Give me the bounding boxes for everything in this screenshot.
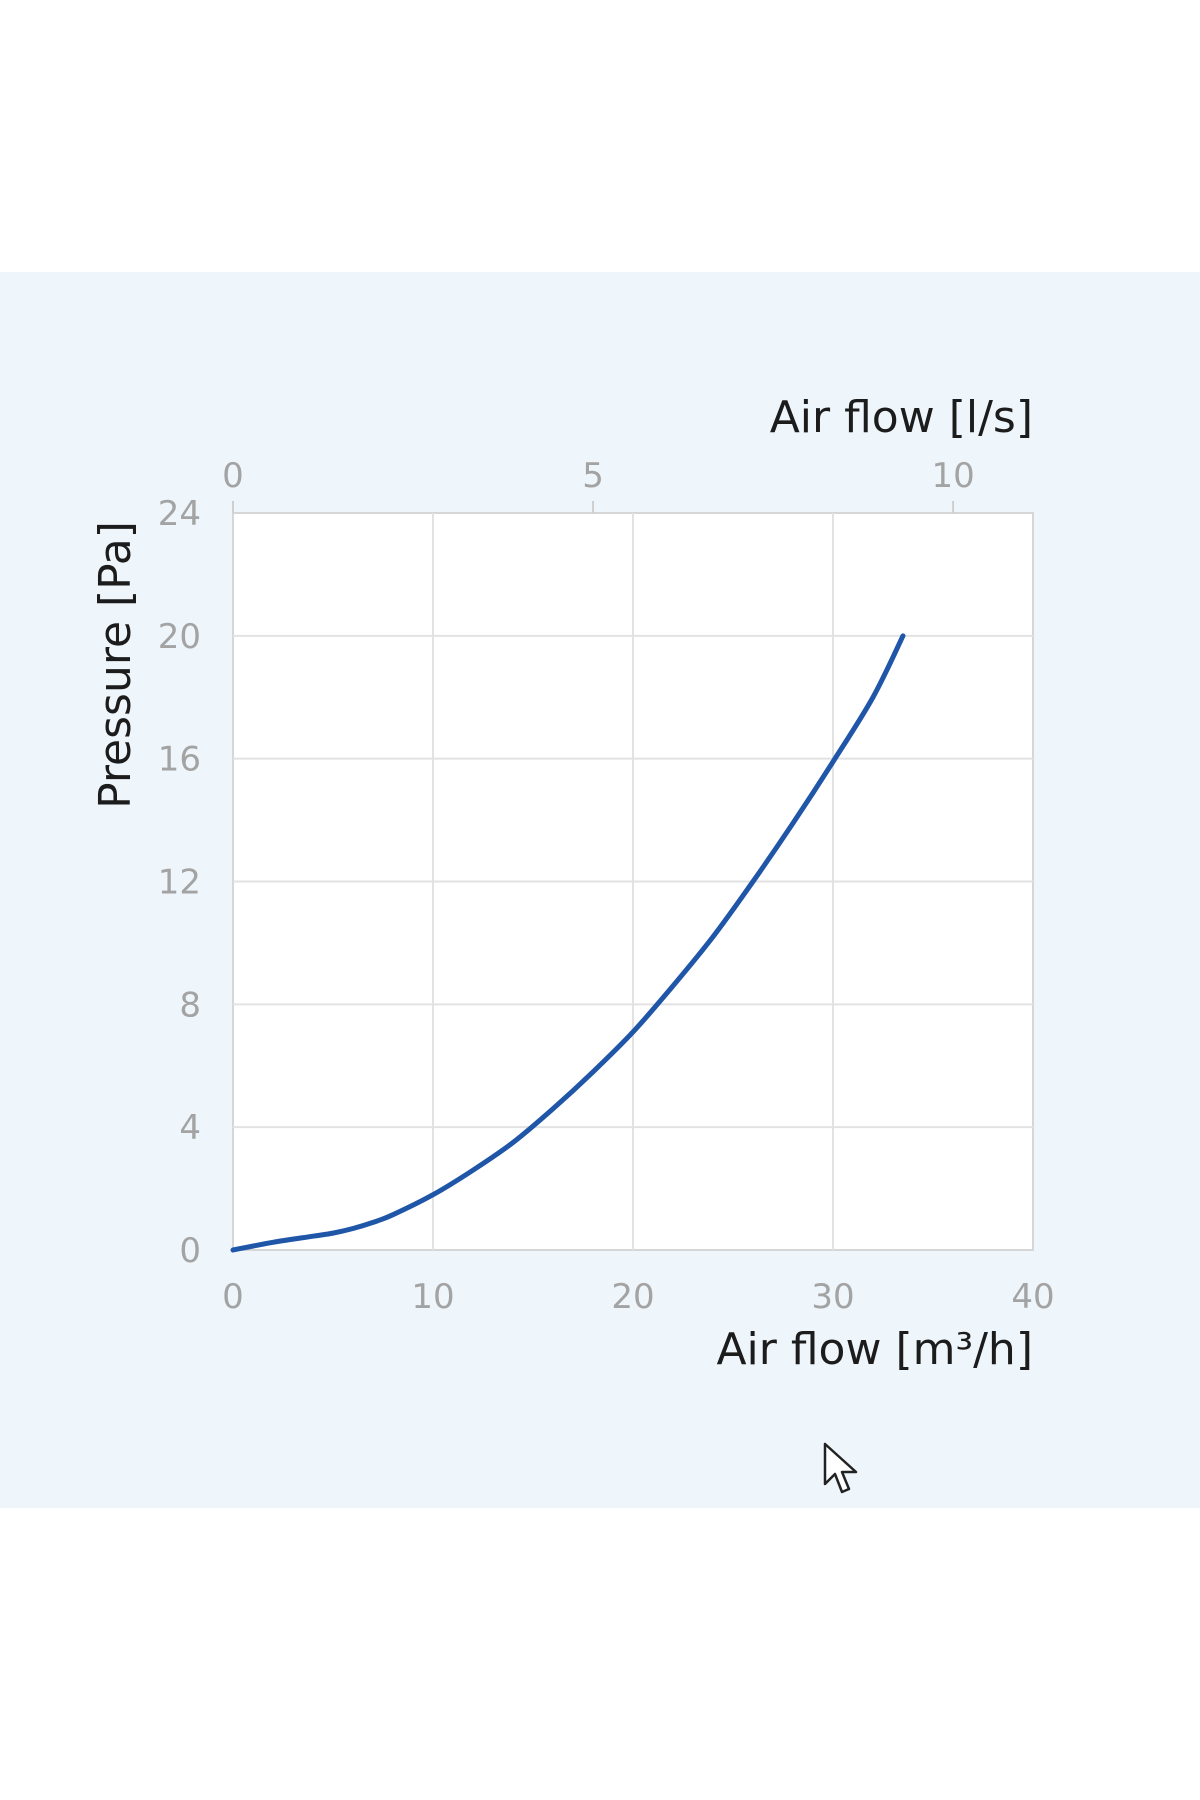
x-tick-label: 30 xyxy=(811,1277,854,1317)
x2-axis-title: Air flow [l/s] xyxy=(770,392,1033,443)
x2-tick-label: 10 xyxy=(931,456,974,496)
y-tick-label: 0 xyxy=(179,1231,201,1271)
x-axis-title: Air flow [m³/h] xyxy=(716,1324,1033,1375)
mouse-pointer-icon xyxy=(823,1442,858,1494)
y-tick-label: 20 xyxy=(158,617,201,657)
x-tick-label: 20 xyxy=(611,1277,654,1317)
x-tick-label: 10 xyxy=(411,1277,454,1317)
series-line-pressure xyxy=(230,633,906,1253)
y-tick-label: 16 xyxy=(158,740,201,780)
y-axis-title: Pressure [Pa] xyxy=(90,521,141,809)
x2-tick-label: 0 xyxy=(222,456,244,496)
y-tick-label: 8 xyxy=(179,985,201,1025)
x-tick-label: 0 xyxy=(222,1277,244,1317)
x2-tick-label: 5 xyxy=(582,456,604,496)
gridlines xyxy=(233,513,1033,1250)
y-tick-label: 12 xyxy=(158,863,201,903)
tick-labels: 0 10 20 30 40 0 4 8 12 16 20 24 0 5 10 xyxy=(158,456,1055,1317)
y-tick-label: 24 xyxy=(158,494,201,534)
y-tick-label: 4 xyxy=(179,1108,201,1148)
x-tick-label: 40 xyxy=(1011,1277,1054,1317)
